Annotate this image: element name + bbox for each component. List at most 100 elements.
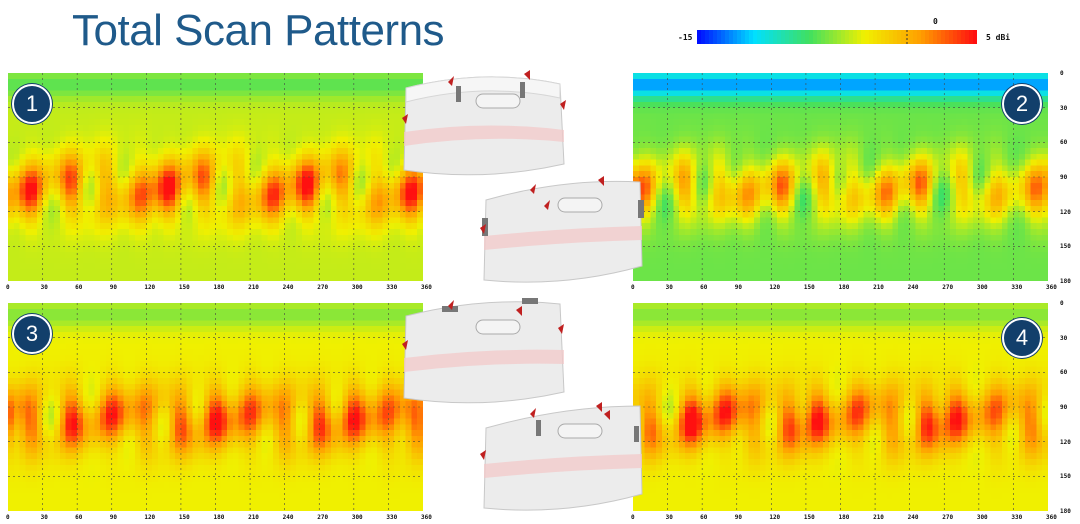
y-tick-label: 120 bbox=[1060, 208, 1071, 216]
x-tick-label: 60 bbox=[700, 514, 708, 521]
x-tick-label: 270 bbox=[317, 514, 329, 521]
colorbar-segment bbox=[821, 30, 826, 44]
colorbar-segment bbox=[889, 30, 894, 44]
colorbar-segment bbox=[809, 30, 814, 44]
scan-pattern-heatmap-3 bbox=[8, 303, 423, 511]
x-tick-label: 30 bbox=[40, 284, 48, 291]
device-illustration-1 bbox=[402, 70, 566, 176]
colorbar-segment bbox=[925, 30, 930, 44]
colorbar-segment bbox=[773, 30, 778, 44]
x-tick-label: 60 bbox=[700, 284, 708, 291]
colorbar-segment bbox=[909, 30, 914, 44]
x-tick-label: 0 bbox=[6, 284, 10, 291]
colorbar-segment bbox=[769, 30, 774, 44]
colorbar-segment bbox=[953, 30, 958, 44]
x-tick-label: 240 bbox=[907, 284, 919, 291]
colorbar-segment bbox=[841, 30, 846, 44]
scan-pattern-heatmap-1 bbox=[8, 73, 423, 281]
x-tick-label: 240 bbox=[907, 514, 919, 521]
x-tick-label: 330 bbox=[386, 514, 398, 521]
heatmap-grid bbox=[633, 303, 1048, 511]
x-tick-label: 0 bbox=[6, 514, 10, 521]
x-tick-label: 150 bbox=[803, 514, 815, 521]
colorbar-segment bbox=[949, 30, 954, 44]
colorbar-segment bbox=[961, 30, 966, 44]
colorbar-segment bbox=[789, 30, 794, 44]
device-illustration-4 bbox=[480, 402, 643, 511]
colorbar-mid-label: 0 bbox=[933, 17, 938, 26]
colorbar-segment bbox=[709, 30, 714, 44]
x-tick-label: 330 bbox=[1011, 514, 1023, 521]
scan-pattern-heatmap-2 bbox=[633, 73, 1048, 281]
x-tick-label: 120 bbox=[769, 284, 781, 291]
colorbar: -15 0 5 dBi bbox=[660, 14, 1060, 54]
colorbar-segment bbox=[697, 30, 702, 44]
colorbar-segment bbox=[917, 30, 922, 44]
colorbar-segment bbox=[733, 30, 738, 44]
x-tick-label: 30 bbox=[40, 514, 48, 521]
colorbar-segment bbox=[745, 30, 750, 44]
colorbar-segment bbox=[873, 30, 878, 44]
colorbar-segment bbox=[957, 30, 962, 44]
x-tick-label: 360 bbox=[421, 514, 432, 521]
colorbar-segment bbox=[829, 30, 834, 44]
y-tick-label: 30 bbox=[1060, 104, 1068, 112]
colorbar-segment bbox=[933, 30, 938, 44]
x-tick-label: 90 bbox=[109, 514, 117, 521]
x-tick-label: 90 bbox=[734, 284, 742, 291]
y-tick-label: 0 bbox=[1060, 300, 1064, 307]
colorbar-segment bbox=[853, 30, 858, 44]
pattern-badge-1: 1 bbox=[12, 84, 52, 124]
x-tick-label: 120 bbox=[144, 284, 156, 291]
colorbar-segment bbox=[865, 30, 870, 44]
colorbar-segment bbox=[797, 30, 802, 44]
x-tick-label: 150 bbox=[178, 514, 190, 521]
x-tick-label: 300 bbox=[351, 514, 363, 521]
colorbar-segment bbox=[817, 30, 822, 44]
colorbar-segment bbox=[833, 30, 838, 44]
colorbar-segment bbox=[805, 30, 810, 44]
colorbar-segment bbox=[837, 30, 842, 44]
x-tick-label: 150 bbox=[803, 284, 815, 291]
colorbar-segment bbox=[717, 30, 722, 44]
colorbar-segment bbox=[973, 30, 977, 44]
x-tick-label: 270 bbox=[317, 284, 329, 291]
y-tick-label: 120 bbox=[1060, 438, 1071, 446]
x-tick-label: 300 bbox=[351, 284, 363, 291]
colorbar-segment bbox=[825, 30, 830, 44]
y-tick-label: 60 bbox=[1060, 139, 1068, 147]
x-tick-label: 180 bbox=[213, 284, 225, 291]
colorbar-segment bbox=[857, 30, 862, 44]
colorbar-segment bbox=[741, 30, 746, 44]
x-tick-label: 330 bbox=[1011, 284, 1023, 291]
y-tick-label: 150 bbox=[1060, 243, 1071, 251]
colorbar-segment bbox=[761, 30, 766, 44]
colorbar-segment bbox=[893, 30, 898, 44]
x-tick-label: 240 bbox=[282, 514, 294, 521]
colorbar-segment bbox=[781, 30, 786, 44]
colorbar-segment bbox=[845, 30, 850, 44]
colorbar-segment bbox=[881, 30, 886, 44]
pattern-badge-4: 4 bbox=[1002, 318, 1042, 358]
colorbar-segment bbox=[785, 30, 790, 44]
x-tick-label: 180 bbox=[838, 284, 850, 291]
x-tick-label: 210 bbox=[248, 514, 259, 521]
colorbar-segment bbox=[905, 30, 910, 44]
x-tick-label: 120 bbox=[144, 514, 156, 521]
x-tick-label: 270 bbox=[942, 284, 954, 291]
colorbar-segment bbox=[869, 30, 874, 44]
colorbar-segment bbox=[765, 30, 770, 44]
colorbar-segment bbox=[801, 30, 806, 44]
colorbar-segment bbox=[877, 30, 882, 44]
colorbar-max-label: 5 dBi bbox=[986, 33, 1011, 42]
colorbar-segment bbox=[897, 30, 902, 44]
colorbar-segment bbox=[941, 30, 946, 44]
colorbar-segment bbox=[913, 30, 918, 44]
y-tick-label: 60 bbox=[1060, 369, 1068, 377]
x-tick-label: 270 bbox=[942, 514, 954, 521]
x-tick-label: 90 bbox=[734, 514, 742, 521]
device-illustration-2 bbox=[480, 176, 644, 283]
colorbar-segment bbox=[849, 30, 854, 44]
x-tick-label: 360 bbox=[421, 284, 432, 291]
colorbar-segment bbox=[945, 30, 950, 44]
